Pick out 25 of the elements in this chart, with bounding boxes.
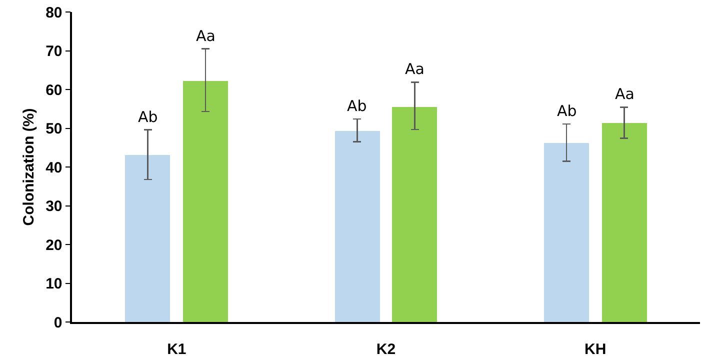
x-tick-label: K1 [167,340,186,358]
bar [335,131,380,322]
x-tick-label: K2 [376,340,396,358]
y-tick-label: 40 [46,159,62,176]
y-tick-label: 70 [46,43,62,60]
data-label: Ab [557,102,577,120]
y-tick-label: 50 [46,120,62,138]
data-label: Aa [196,27,216,45]
y-tick-label: 60 [46,82,62,99]
y-tick-label: 10 [46,276,62,292]
bar [183,81,228,322]
y-axis-title: Colonization (%) [20,108,38,226]
x-tick-label: KH [584,340,606,358]
bar [392,107,437,322]
data-label: Aa [615,85,634,103]
bar [544,143,589,322]
y-tick-label: 80 [46,4,62,22]
y-tick-label: 0 [54,314,62,332]
bar [602,123,647,322]
bar [125,155,170,322]
data-label: Ab [138,108,158,126]
y-tick-label: 30 [46,198,62,215]
data-label: Ab [347,97,367,115]
y-tick-label: 20 [46,236,62,254]
data-label: Aa [405,60,424,78]
